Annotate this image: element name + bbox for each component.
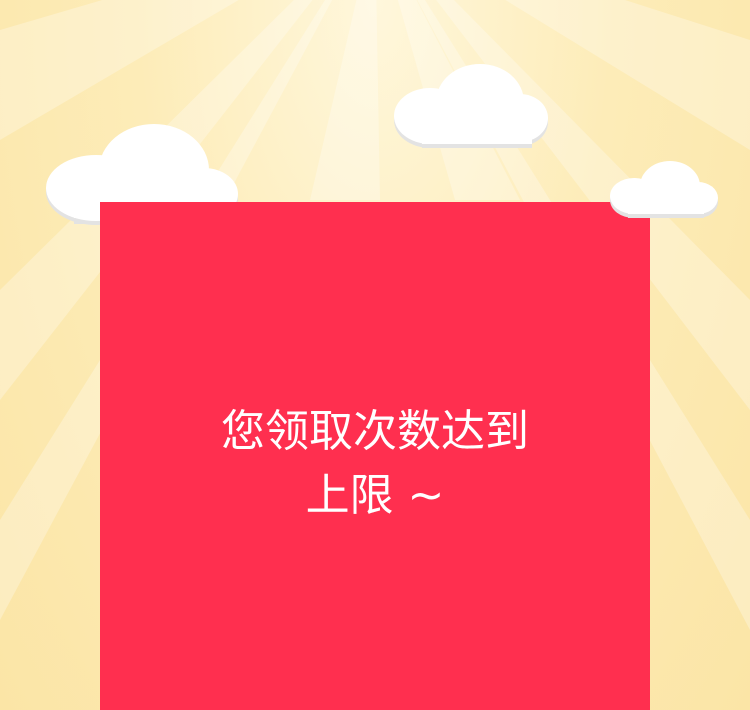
message-line-1: 您领取次数达到 xyxy=(221,406,529,457)
notice-card: 您领取次数达到 上限 ~ xyxy=(100,202,650,710)
cloud-icon xyxy=(394,64,548,148)
message-line-2: 上限 ~ xyxy=(305,470,445,521)
cloud-icon xyxy=(610,161,718,218)
limit-reached-message: 您领取次数达到 上限 ~ xyxy=(100,400,650,528)
